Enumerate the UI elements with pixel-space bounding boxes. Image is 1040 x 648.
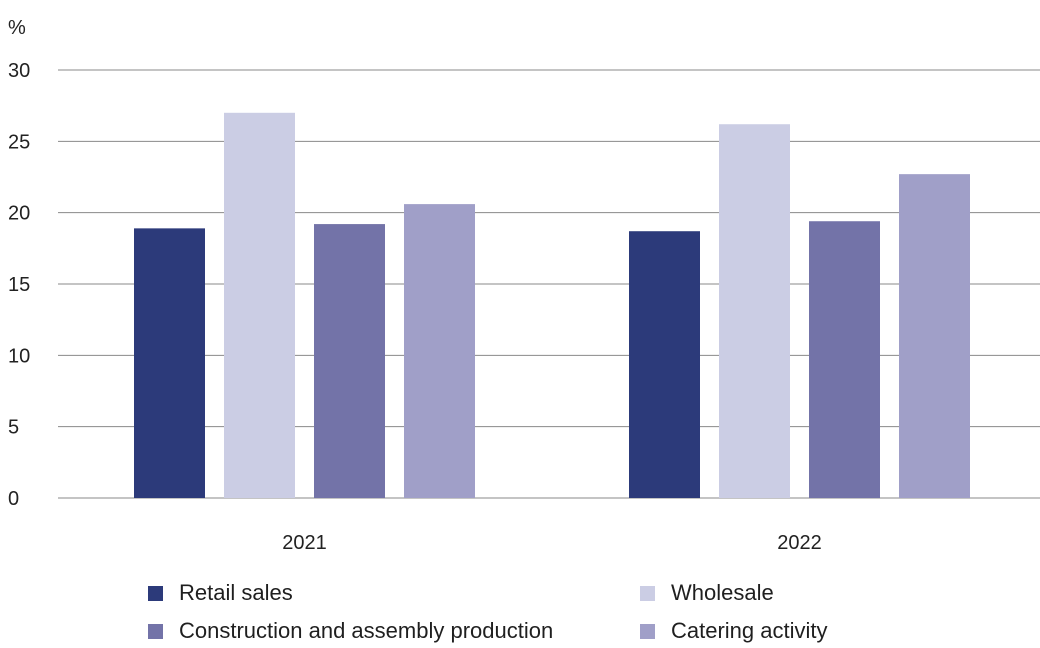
bar-retail-sales-2022 bbox=[629, 231, 700, 499]
legend-label: Wholesale bbox=[671, 580, 774, 605]
x-tick-label: 2021 bbox=[282, 532, 327, 554]
bar-construction-and-assembly-production-2021 bbox=[314, 224, 385, 498]
y-tick-label: 30 bbox=[8, 60, 30, 82]
legend-swatch bbox=[148, 586, 163, 601]
x-axis-ticks: 2021 2022 bbox=[282, 532, 822, 554]
legend: Retail sales Wholesale Construction and as… bbox=[148, 580, 828, 643]
legend-swatch bbox=[640, 624, 655, 639]
legend-label: Construction and assembly production bbox=[179, 618, 553, 643]
y-tick-label: 15 bbox=[8, 274, 30, 296]
y-axis-unit-label: % bbox=[8, 17, 26, 39]
y-tick-label: 10 bbox=[8, 345, 30, 367]
bar-construction-and-assembly-production-2022 bbox=[809, 221, 880, 498]
legend-label: Catering activity bbox=[671, 618, 828, 643]
x-tick-label: 2022 bbox=[777, 532, 822, 554]
y-axis-ticks: 0 5 10 15 20 25 30 bbox=[8, 60, 30, 510]
y-tick-label: 0 bbox=[8, 488, 19, 510]
legend-label: Retail sales bbox=[179, 580, 293, 605]
bar-wholesale-2022 bbox=[719, 124, 790, 499]
legend-swatch bbox=[640, 586, 655, 601]
bar-catering-activity-2021 bbox=[404, 204, 475, 498]
bar-wholesale-2021 bbox=[224, 112, 295, 499]
bar-retail-sales-2021 bbox=[134, 228, 205, 499]
bars bbox=[134, 112, 970, 499]
y-tick-label: 20 bbox=[8, 203, 30, 225]
bar-catering-activity-2022 bbox=[899, 174, 970, 498]
legend-swatch bbox=[148, 624, 163, 639]
y-tick-label: 5 bbox=[8, 417, 19, 439]
y-tick-label: 25 bbox=[8, 131, 30, 153]
gridlines bbox=[58, 69, 1040, 499]
